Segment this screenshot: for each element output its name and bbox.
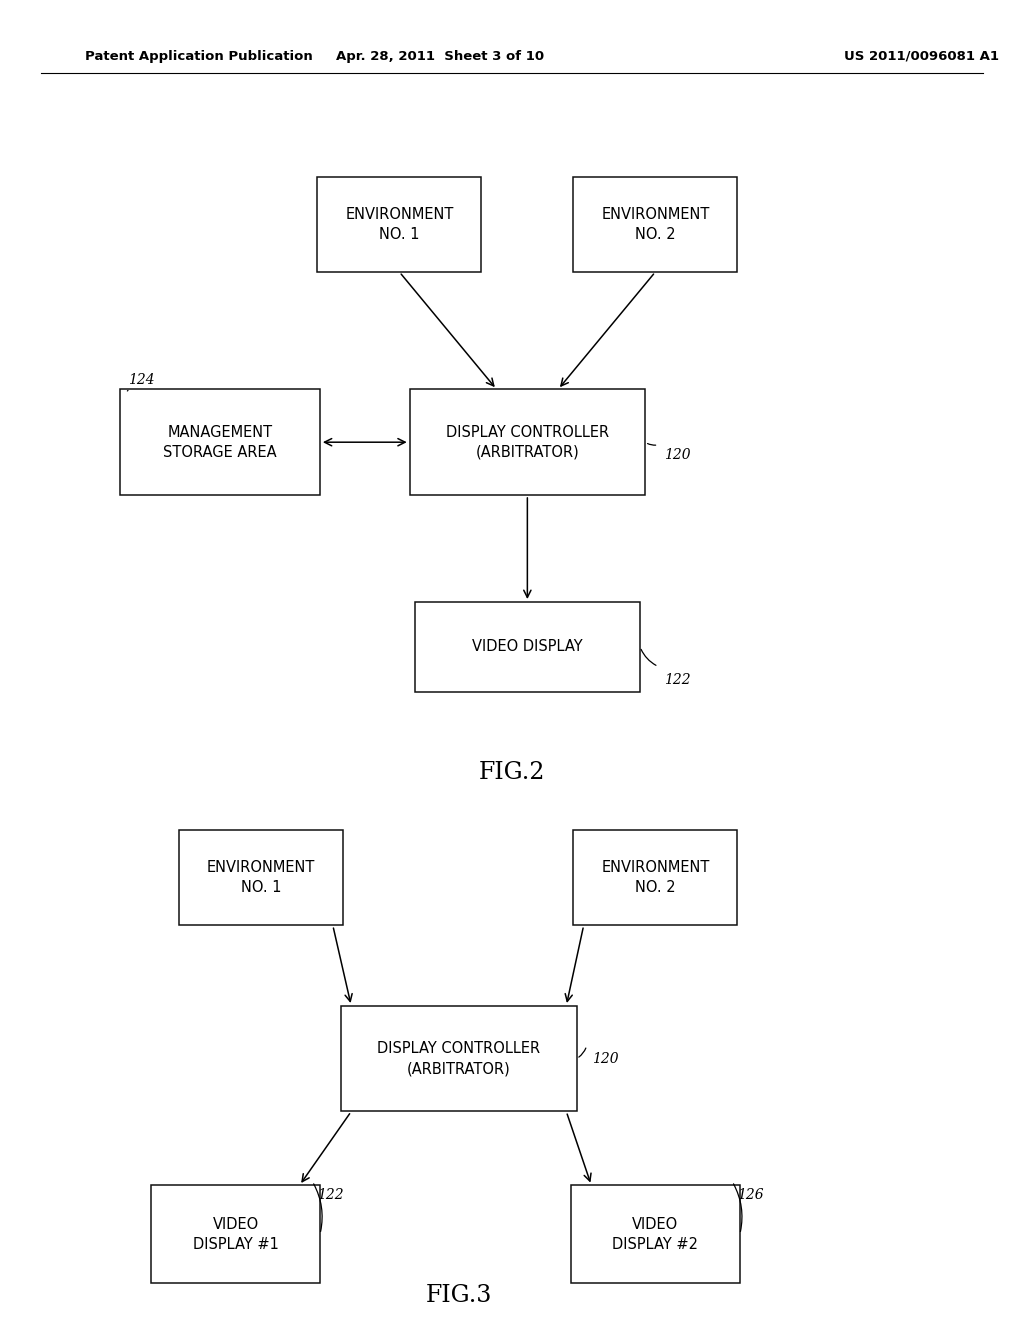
FancyBboxPatch shape [152,1185,319,1283]
FancyBboxPatch shape [121,389,319,495]
Text: 122: 122 [664,673,690,686]
Text: VIDEO
DISPLAY #2: VIDEO DISPLAY #2 [612,1217,698,1251]
FancyBboxPatch shape [415,602,640,692]
Text: ENVIRONMENT
NO. 2: ENVIRONMENT NO. 2 [601,207,710,242]
FancyBboxPatch shape [410,389,645,495]
Text: US 2011/0096081 A1: US 2011/0096081 A1 [844,50,999,62]
Text: FIG.3: FIG.3 [426,1284,492,1307]
Text: 122: 122 [317,1188,344,1201]
FancyBboxPatch shape [317,177,481,272]
Text: DISPLAY CONTROLLER
(ARBITRATOR): DISPLAY CONTROLLER (ARBITRATOR) [377,1041,541,1076]
Text: FIG.2: FIG.2 [479,760,545,784]
Text: VIDEO DISPLAY: VIDEO DISPLAY [472,639,583,655]
FancyBboxPatch shape [573,177,737,272]
Text: ENVIRONMENT
NO. 1: ENVIRONMENT NO. 1 [345,207,454,242]
FancyBboxPatch shape [341,1006,577,1111]
FancyBboxPatch shape [573,830,737,925]
Text: Patent Application Publication: Patent Application Publication [85,50,312,62]
FancyBboxPatch shape [571,1185,739,1283]
Text: 120: 120 [664,449,690,462]
FancyBboxPatch shape [179,830,343,925]
Text: VIDEO
DISPLAY #1: VIDEO DISPLAY #1 [193,1217,279,1251]
Text: 124: 124 [128,374,155,387]
Text: ENVIRONMENT
NO. 1: ENVIRONMENT NO. 1 [207,861,315,895]
Text: ENVIRONMENT
NO. 2: ENVIRONMENT NO. 2 [601,861,710,895]
Text: 120: 120 [592,1052,618,1065]
Text: DISPLAY CONTROLLER
(ARBITRATOR): DISPLAY CONTROLLER (ARBITRATOR) [445,425,609,459]
Text: Apr. 28, 2011  Sheet 3 of 10: Apr. 28, 2011 Sheet 3 of 10 [336,50,545,62]
Text: MANAGEMENT
STORAGE AREA: MANAGEMENT STORAGE AREA [164,425,276,459]
Text: 126: 126 [737,1188,764,1201]
